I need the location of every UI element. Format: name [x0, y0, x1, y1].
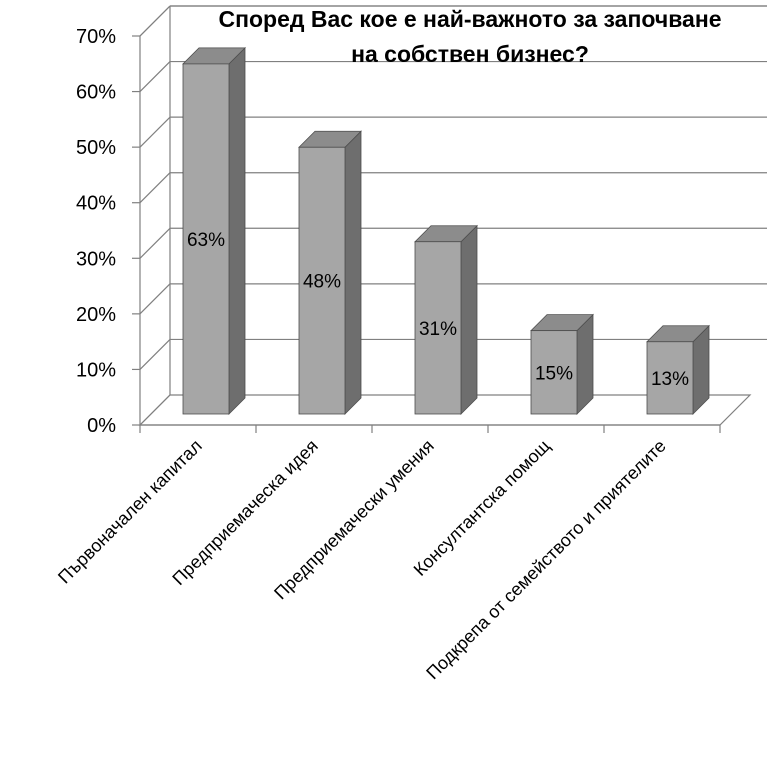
bar [298, 130, 362, 415]
gridline-side [139, 394, 171, 426]
category-label: Подкрепа от семейството и приятелите [422, 436, 669, 683]
bar-front [182, 63, 230, 415]
y-tick-label: 10% [76, 359, 116, 381]
chart-title-line-2: на собствен бизнес? [351, 41, 589, 67]
bar [414, 224, 478, 415]
bar-side [460, 224, 478, 415]
y-tick-label: 40% [76, 193, 116, 215]
gridline-side [139, 61, 171, 92]
data-label: 15% [535, 363, 573, 384]
data-label: 31% [419, 319, 457, 340]
bars [182, 46, 710, 415]
bar-side [344, 130, 362, 415]
bar-front [646, 341, 694, 415]
bar [182, 46, 246, 415]
bar-front [414, 241, 462, 415]
y-tick-label: 20% [76, 304, 116, 326]
data-label: 63% [187, 230, 225, 251]
axes [132, 35, 721, 433]
bar [530, 313, 594, 415]
gridline-side [139, 283, 171, 315]
bar [646, 324, 710, 415]
chart-title-line-1: Според Вас кое е най-важното за започван… [218, 6, 721, 32]
y-tick-label: 30% [76, 248, 116, 270]
bar-side [576, 313, 594, 415]
y-tick-label: 60% [76, 82, 116, 104]
y-tick-label: 0% [87, 415, 116, 437]
bar-front [530, 330, 578, 415]
data-label: 13% [651, 369, 689, 390]
bar-front [298, 146, 346, 415]
gridline-side [139, 5, 171, 37]
gridline-side [139, 172, 171, 204]
y-tick-label: 70% [76, 26, 116, 48]
data-labels: 63% 48% 31% 15% 13% [187, 230, 689, 390]
gridline-side [139, 116, 171, 148]
gridline-side [139, 339, 171, 370]
gridline-side [139, 227, 171, 259]
y-tick-label: 50% [76, 137, 116, 159]
chart-title: Според Вас кое е най-важното за започван… [218, 6, 721, 67]
y-tick-labels: 0% 10% 20% 30% 40% 50% 60% 70% [76, 26, 116, 437]
data-label: 48% [303, 272, 341, 293]
bar-side [228, 46, 246, 415]
